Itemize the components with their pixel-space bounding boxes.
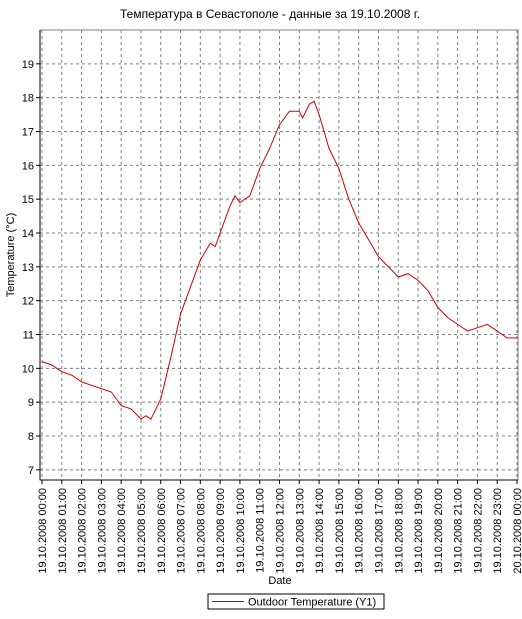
x-tick-label: 19.10.2008 11:00 — [255, 488, 267, 573]
y-tick-label: 11 — [23, 330, 34, 342]
x-tick-label: 19.10.2008 14:00 — [314, 488, 326, 574]
legend-box — [207, 593, 385, 610]
x-tick-label: 19.10.2008 00:00 — [37, 488, 49, 574]
chart-title: Температура в Севастополе - данные за 19… — [120, 7, 420, 21]
y-tick-label: 8 — [28, 431, 34, 443]
x-tick-label: 19.10.2008 06:00 — [156, 488, 168, 574]
x-tick-label: 19.10.2008 23:00 — [492, 488, 504, 574]
line-series — [41, 100, 517, 420]
y-tick-label: 16 — [22, 160, 34, 172]
x-axis-label: Date — [268, 575, 291, 587]
x-tick-label: 19.10.2008 15:00 — [334, 488, 346, 574]
x-tick-label: 19.10.2008 03:00 — [96, 488, 108, 574]
x-tick-label: 19.10.2008 20:00 — [433, 488, 445, 574]
y-tick-label: 17 — [22, 127, 34, 139]
legend-label: Outdoor Temperature (Y1) — [248, 597, 376, 609]
x-tick-label: 19.10.2008 21:00 — [453, 488, 465, 574]
y-tick-label: 9 — [28, 397, 34, 409]
x-tick-label: 19.10.2008 12:00 — [275, 488, 287, 574]
y-tick-label: 15 — [22, 194, 34, 206]
x-tick-label: 19.10.2008 08:00 — [195, 488, 207, 574]
x-tick-label: 19.10.2008 22:00 — [472, 488, 484, 574]
y-tick-label: 18 — [22, 93, 34, 105]
x-tick-label: 19.10.2008 18:00 — [393, 488, 405, 574]
x-tick-label: 19.10.2008 19:00 — [413, 488, 425, 574]
x-tick-label: 19.10.2008 07:00 — [176, 488, 188, 574]
y-tick-label: 14 — [22, 228, 34, 240]
x-tick-label: 19.10.2008 10:00 — [235, 488, 247, 574]
x-tick-label: 19.10.2008 16:00 — [354, 488, 366, 574]
y-tick-label: 13 — [22, 262, 34, 274]
x-tick-label: 19.10.2008 04:00 — [116, 488, 128, 574]
y-tick-label: 12 — [22, 296, 34, 308]
x-tick-label: 19.10.2008 13:00 — [294, 488, 306, 574]
x-tick-label: 19.10.2008 05:00 — [136, 488, 148, 574]
x-tick-label: 19.10.2008 02:00 — [77, 488, 89, 574]
x-tick-label: 19.10.2008 01:00 — [57, 488, 69, 574]
y-tick-label: 19 — [22, 59, 34, 71]
legend: Outdoor Temperature (Y1) — [207, 593, 385, 610]
y-axis-label: Temperature (°C) — [5, 213, 17, 297]
x-tick-label: 20.10.2008 00:00 — [512, 488, 522, 574]
y-tick-label: 7 — [28, 465, 34, 477]
x-tick-label: 19.10.2008 09:00 — [215, 488, 227, 574]
x-tick-label: 19.10.2008 17:00 — [373, 488, 385, 574]
y-tick-label: 10 — [22, 363, 34, 375]
